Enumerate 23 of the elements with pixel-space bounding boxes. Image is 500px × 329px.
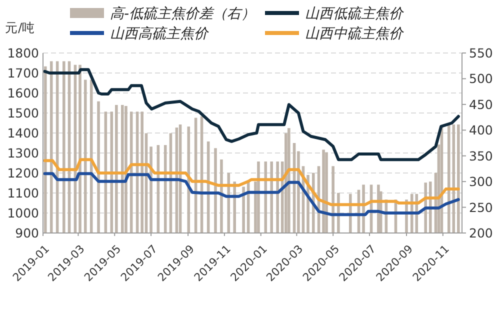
y2-tick-label: 300 bbox=[469, 174, 493, 190]
y2-tick-label: 450 bbox=[469, 96, 493, 112]
y-tick-label: 1800 bbox=[7, 46, 40, 60]
y2-tick-label: 550 bbox=[469, 46, 493, 60]
y-tick-label: 1400 bbox=[7, 126, 40, 140]
y-tick-label: 1700 bbox=[7, 66, 40, 80]
y-axis-title: 元/吨 bbox=[5, 20, 36, 35]
y-tick-label: 1300 bbox=[7, 146, 40, 160]
y-tick-label: 1500 bbox=[7, 106, 40, 120]
legend-label: 山西低硫主焦价 bbox=[305, 6, 405, 22]
y2-tick-label: 200 bbox=[469, 226, 493, 240]
y-tick-label: 900 bbox=[15, 226, 40, 240]
y2-tick-label: 350 bbox=[469, 148, 493, 164]
legend-label: 高-低硫主焦价差（右） bbox=[110, 6, 256, 22]
y-tick-label: 1200 bbox=[7, 166, 40, 180]
y2-tick-label: 250 bbox=[469, 200, 493, 215]
legend-label: 山西中硫主焦价 bbox=[305, 26, 405, 42]
legend-label: 山西高硫主焦价 bbox=[110, 26, 210, 42]
y2-tick-label: 500 bbox=[469, 71, 493, 86]
y2-tick-label: 400 bbox=[469, 122, 493, 138]
y-tick-label: 1000 bbox=[7, 206, 40, 220]
y-tick-label: 1100 bbox=[7, 186, 40, 200]
y-tick-label: 1600 bbox=[7, 86, 40, 100]
